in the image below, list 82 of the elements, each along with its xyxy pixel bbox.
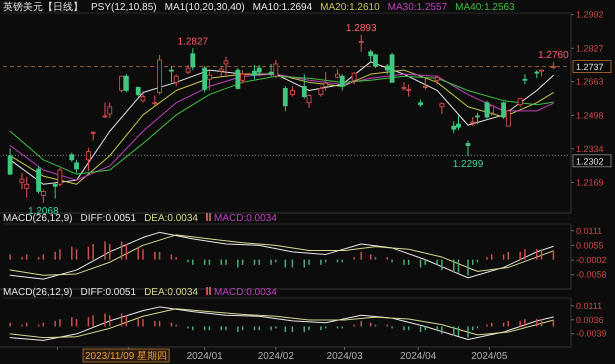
annotation: 1.2827 xyxy=(177,36,209,48)
chart-subtitle: PSY(12,10,85) xyxy=(91,2,157,13)
candlestick xyxy=(136,86,141,98)
candlestick xyxy=(358,34,364,52)
series-label: DIFF:0.0051 xyxy=(80,213,136,224)
candlestick xyxy=(206,70,212,91)
annotation: 1.2299 xyxy=(452,158,484,170)
candlestick xyxy=(186,64,190,75)
candlestick xyxy=(8,148,13,176)
candlestick xyxy=(352,72,357,85)
text: MA30:1.2557 xyxy=(388,2,448,13)
text: MA40:1.2563 xyxy=(455,2,516,13)
x-tick-label: 2024/02 xyxy=(258,351,294,362)
candlestick xyxy=(470,116,476,127)
x-tick-label: 2024/04 xyxy=(400,351,437,362)
legend-label: MACD:0.0034 xyxy=(214,213,278,224)
candlestick xyxy=(202,66,208,94)
candlestick xyxy=(74,159,79,174)
candlestick xyxy=(140,92,146,104)
candlestick xyxy=(86,147,91,172)
candlestick xyxy=(422,78,428,90)
candlestick xyxy=(107,102,112,119)
candlestick xyxy=(190,48,196,71)
candlestick xyxy=(522,74,528,85)
y-tick-label: 0.0055 xyxy=(576,240,604,250)
candlestick xyxy=(268,63,274,77)
candlestick xyxy=(484,100,490,121)
ref-line-label: 1.2737 xyxy=(576,62,604,72)
candlestick xyxy=(466,140,470,156)
candlestick xyxy=(240,70,246,84)
candlestick xyxy=(439,102,444,114)
y-tick-label: 1.2169 xyxy=(576,177,604,188)
candlestick xyxy=(124,74,129,94)
candlestick xyxy=(302,74,307,100)
y-tick-label: 1.2827 xyxy=(576,43,604,54)
chart-title: MACD(26,12,9) xyxy=(3,287,72,298)
candlestick xyxy=(169,66,174,83)
candlestick xyxy=(306,94,312,108)
candlestick xyxy=(218,66,224,77)
candlestick xyxy=(174,74,179,87)
series-label: DIFF:0.0051 xyxy=(80,287,136,298)
candlestick xyxy=(273,59,278,79)
candlestick xyxy=(58,167,62,187)
candlestick xyxy=(335,68,340,79)
text: MA10:1.2694 xyxy=(252,2,313,13)
candlestick xyxy=(290,86,295,98)
legend-title: MA1(10,20,30,40) xyxy=(164,2,245,13)
text: 2023/11/09 星期四 xyxy=(85,350,168,362)
chart-title: 英镑美元【日线】 xyxy=(3,1,83,13)
candlestick xyxy=(102,102,108,119)
series-label: DEA:0.0034 xyxy=(144,287,198,298)
annotation: 1.2893 xyxy=(346,22,377,34)
y-tick-label: 0.0111 xyxy=(576,226,602,236)
series-label: DEA:0.0034 xyxy=(144,213,198,224)
candlestick xyxy=(475,112,480,125)
candlestick xyxy=(36,165,41,194)
candlestick xyxy=(489,104,494,116)
y-tick-label: 1.2663 xyxy=(576,76,604,87)
y-tick-label: -0.0002 xyxy=(576,255,607,266)
y-tick-label: 1.2498 xyxy=(576,110,604,120)
annotation: 1.2760 xyxy=(538,50,570,61)
y-tick-label: 0.0111 xyxy=(576,300,602,311)
x-tick-label: 2024/01 xyxy=(186,351,224,362)
x-tick-label: 2024/03 xyxy=(326,351,364,362)
candlestick xyxy=(235,68,240,90)
y-tick-label: 0.0036 xyxy=(576,314,604,325)
candlestick xyxy=(282,86,288,112)
y-tick-label: 1.2334 xyxy=(576,144,604,154)
candlestick xyxy=(224,56,228,76)
text: MA20:1.2610 xyxy=(320,2,380,13)
y-tick-label: 1.2992 xyxy=(576,10,604,20)
candlestick xyxy=(506,109,511,127)
candlestick xyxy=(340,74,345,91)
candlestick xyxy=(501,101,506,120)
y-tick-label: -0.0039 xyxy=(576,328,607,339)
y-tick-label: -0.0058 xyxy=(576,270,607,280)
candlestick xyxy=(40,188,46,204)
candlestick xyxy=(119,76,124,94)
ref-line-label: 1.2302 xyxy=(576,156,604,166)
legend-label: MACD:0.0034 xyxy=(214,287,278,298)
x-tick-label: 2024/05 xyxy=(471,351,508,362)
candlestick xyxy=(434,74,440,85)
